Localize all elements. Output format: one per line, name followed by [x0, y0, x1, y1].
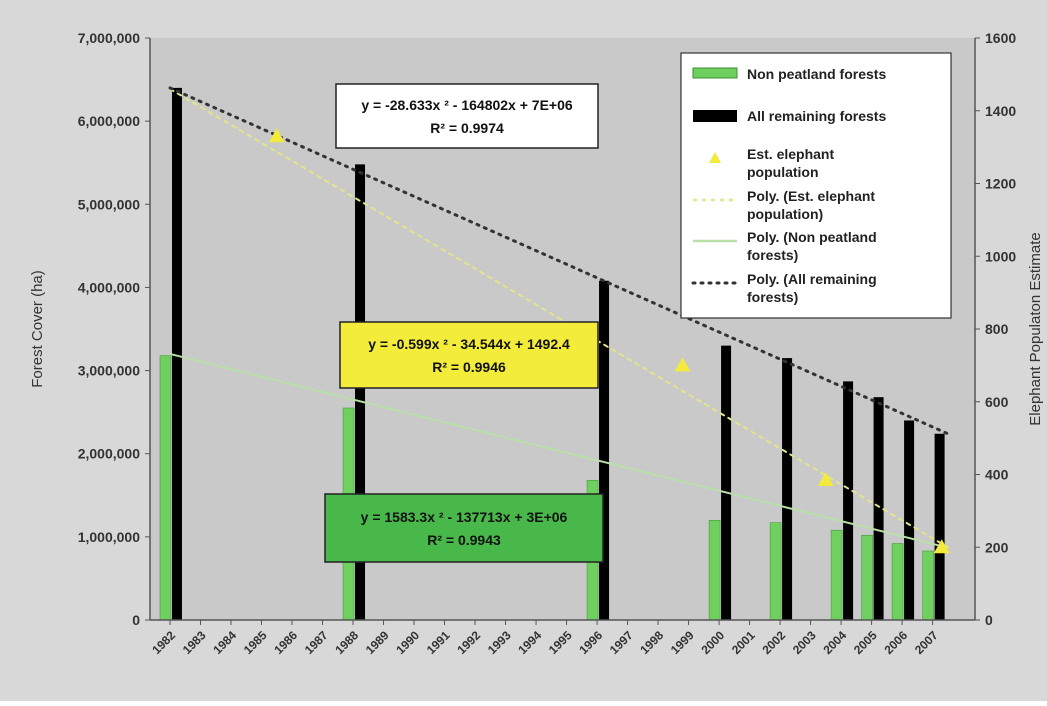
elephant-point — [817, 471, 834, 486]
x-tick-label: 1988 — [332, 628, 361, 657]
x-tick-label: 2004 — [820, 628, 849, 657]
x-tick-label: 2005 — [851, 628, 880, 657]
equation-box-eq-forest — [335, 83, 599, 149]
x-tick-label: 1991 — [424, 628, 453, 657]
legend-box — [680, 52, 952, 319]
r-squared-text: R² = 0.9943 — [427, 532, 501, 548]
bar-non-peatland — [861, 534, 873, 621]
x-tick-label: 1994 — [515, 628, 544, 657]
y2-tick-label: 1600 — [985, 30, 1016, 46]
x-tick-label: 1984 — [210, 628, 239, 657]
equation-box-eq-elephant — [339, 321, 599, 389]
legend-swatch-triangle — [709, 152, 721, 163]
x-tick-label: 1983 — [180, 628, 209, 657]
elephant-point — [933, 539, 950, 554]
bar-all-remaining — [843, 381, 854, 620]
x-tick-label: 1999 — [668, 628, 697, 657]
x-tick-label: 2006 — [881, 628, 910, 657]
x-tick-label: 1998 — [637, 628, 666, 657]
y-tick-label: 3,000,000 — [78, 363, 140, 379]
bar-all-remaining — [782, 358, 793, 620]
bar-all-remaining — [904, 420, 915, 620]
y-tick-label: 5,000,000 — [78, 196, 140, 212]
y2-axis-title: Elephant Populaton Estimate — [1027, 232, 1044, 425]
y-tick-label: 7,000,000 — [78, 30, 140, 46]
equation-box-eq-nonpeat — [324, 493, 604, 563]
x-tick-label: 2003 — [790, 628, 819, 657]
x-tick-label: 1986 — [271, 628, 300, 657]
y-tick-label: 4,000,000 — [78, 279, 140, 295]
x-tick-label: 1992 — [454, 628, 483, 657]
bar-all-remaining — [934, 433, 945, 620]
x-tick-label: 2002 — [759, 628, 788, 657]
r-squared-text: R² = 0.9946 — [432, 359, 506, 375]
bar-all-remaining — [599, 280, 610, 620]
elephant-point — [674, 357, 691, 372]
equation-text: y = 1583.3x ² - 137713x + 3E+06 — [361, 509, 568, 525]
bar-all-remaining — [721, 345, 732, 620]
x-tick-label: 2001 — [729, 628, 758, 657]
bar-non-peatland — [830, 529, 843, 621]
equation-text: y = -28.633x ² - 164802x + 7E+06 — [361, 97, 573, 113]
legend-label: All remaining forests — [747, 108, 886, 124]
x-tick-label: 2007 — [912, 628, 941, 657]
legend-label: Poly. (Non peatland forests) — [747, 229, 877, 263]
x-tick-label: 1982 — [149, 628, 178, 657]
bar-non-peatland — [922, 550, 934, 621]
legend-label: Poly. (Est. elephant population) — [747, 188, 875, 222]
x-tick-label: 1985 — [241, 628, 270, 657]
equation-text: y = -0.599x ² - 34.544x + 1492.4 — [368, 336, 570, 352]
legend-swatch-green-bar — [692, 67, 738, 79]
legend-label: Est. elephant population — [747, 146, 834, 180]
y2-tick-label: 400 — [985, 467, 1009, 483]
elephant-point — [268, 128, 285, 143]
x-tick-label: 1997 — [607, 628, 636, 657]
x-tick-label: 1989 — [363, 628, 392, 657]
r-squared-text: R² = 0.9974 — [430, 120, 504, 136]
bar-non-peatland — [159, 355, 172, 621]
y-tick-label: 2,000,000 — [78, 446, 140, 462]
y2-tick-label: 200 — [985, 539, 1009, 555]
y-tick-label: 6,000,000 — [78, 113, 140, 129]
bar-non-peatland — [891, 543, 904, 621]
x-tick-label: 1993 — [485, 628, 514, 657]
x-tick-label: 1995 — [546, 628, 575, 657]
y2-tick-label: 1200 — [985, 176, 1016, 192]
y2-tick-label: 1400 — [985, 103, 1016, 119]
legend-label: Non peatland forests — [747, 66, 886, 82]
y2-tick-label: 600 — [985, 394, 1009, 410]
y2-tick-label: 1000 — [985, 248, 1016, 264]
y2-tick-label: 800 — [985, 321, 1009, 337]
y-axis-title: Forest Cover (ha) — [29, 270, 46, 388]
bar-non-peatland — [769, 522, 782, 621]
y-tick-label: 0 — [132, 612, 140, 628]
legend-label: Poly. (All remaining forests) — [747, 271, 877, 305]
trend-non-peatland — [169, 352, 949, 549]
bar-non-peatland — [708, 519, 721, 621]
x-tick-label: 2000 — [698, 628, 727, 657]
trend-all-remaining — [168, 86, 950, 436]
y2-tick-label: 0 — [985, 612, 993, 628]
x-tick-label: 1996 — [576, 628, 605, 657]
bar-all-remaining — [172, 87, 182, 620]
bar-all-remaining — [355, 164, 366, 620]
x-tick-label: 1990 — [393, 628, 422, 657]
bar-all-remaining — [873, 397, 884, 620]
x-tick-label: 1987 — [302, 628, 331, 657]
trend-elephant — [169, 87, 949, 549]
legend-swatch-black-bar — [693, 110, 737, 122]
y-tick-label: 1,000,000 — [78, 529, 140, 545]
